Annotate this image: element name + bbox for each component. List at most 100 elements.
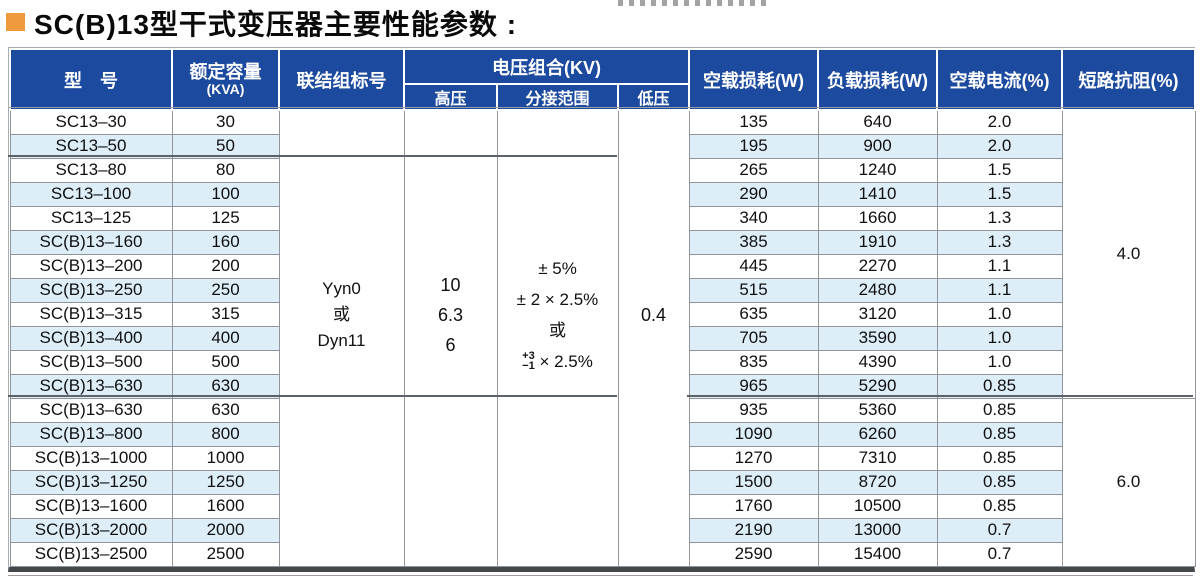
- cell-model: SC(B)13–2500: [9, 541, 173, 567]
- cell-no-load-loss: 195: [688, 133, 819, 159]
- cell-capacity: 125: [171, 205, 280, 231]
- table-row: SC(B)13–2500 2500 2590 15400 0.7: [9, 541, 1195, 567]
- cell-model: SC(B)13–400: [9, 325, 173, 351]
- cutoff-row-line: [8, 575, 1193, 576]
- cell-model: SC(B)13–1600: [9, 493, 173, 519]
- table-row: SC(B)13–1250 1250 1500 8720 0.85: [9, 469, 1195, 495]
- cell-capacity: 200: [171, 253, 280, 279]
- col-header-low-voltage: 低压: [617, 83, 690, 111]
- cell-capacity: 2500: [171, 541, 280, 567]
- cell-no-load-current: 1.3: [936, 205, 1063, 231]
- capacity-label: 额定容量: [189, 62, 262, 82]
- table-row: SC13–125 125 340 1660 1.3: [9, 205, 1195, 231]
- text-line: 6: [445, 335, 456, 356]
- text-line: 10: [440, 275, 461, 296]
- cell-no-load-current: 1.1: [936, 253, 1063, 279]
- page-title: SC(B)13型干式变压器主要性能参数 :: [34, 9, 518, 40]
- table-row: SC13–80 80 265 1240 1.5: [9, 157, 1195, 183]
- table-row: SC(B)13–200 200 445 2270 1.1: [9, 253, 1195, 279]
- cell-capacity: 160: [171, 229, 280, 255]
- cell-model: SC13–100: [9, 181, 173, 207]
- cell-model: SC13–30: [9, 109, 173, 135]
- col-header-capacity: 额定容量 (KVA): [171, 48, 280, 111]
- table-row: SC(B)13–630 630 935 5360 0.85 6.0: [9, 397, 1196, 567]
- cell-high-voltage: 10 6.3 6: [403, 109, 498, 567]
- cell-load-loss: 2270: [817, 253, 938, 279]
- cell-no-load-loss: 1090: [688, 421, 819, 447]
- cell-model: SC13–80: [9, 157, 173, 183]
- text-line: 6.3: [437, 305, 464, 326]
- text-line: Dyn11: [317, 331, 366, 351]
- cell-load-loss: 1410: [817, 181, 938, 207]
- table-row: SC(B)13–1000 1000 1270 7310 0.85: [9, 445, 1195, 471]
- col-header-no-load-loss: 空载损耗(W): [688, 48, 819, 111]
- cell-model: SC(B)13–800: [9, 421, 173, 447]
- cell-no-load-current: 0.7: [936, 541, 1063, 567]
- cell-model: SC(B)13–200: [9, 253, 173, 279]
- cell-capacity: 800: [171, 421, 280, 447]
- cell-no-load-current: 0.85: [936, 421, 1063, 447]
- capacity-unit: (KVA): [206, 81, 245, 97]
- table-row: SC(B)13–2000 2000 2190 13000 0.7: [9, 517, 1195, 543]
- cell-load-loss: 5290: [817, 373, 938, 399]
- cell-capacity: 315: [171, 301, 280, 327]
- col-header-connection-group: 联结组标号: [278, 48, 405, 111]
- cell-capacity: 1600: [171, 493, 280, 519]
- cell-no-load-loss: 265: [688, 157, 819, 183]
- cell-model: SC(B)13–630: [9, 397, 173, 423]
- cell-load-loss: 3120: [817, 301, 938, 327]
- text-line: Yyn0: [322, 279, 361, 299]
- cell-no-load-loss: 135: [688, 109, 819, 135]
- cell-model: SC13–125: [9, 205, 173, 231]
- cell-tap-range: ± 5% ± 2 × 2.5% 或 +3 −1 × 2.5%: [496, 109, 619, 567]
- col-header-high-voltage: 高压: [403, 83, 498, 111]
- parameters-table: 型 号 额定容量 (KVA) 联结组标号 电压组合(KV) 空载损耗(W) 负载…: [8, 47, 1196, 572]
- cell-capacity: 1000: [171, 445, 280, 471]
- cell-no-load-current: 1.0: [936, 301, 1063, 327]
- cell-no-load-current: 0.85: [936, 493, 1063, 519]
- text-line: ± 5%: [538, 259, 577, 279]
- table-row: SC13–30 30 Yyn0 或 Dyn11 10 6.3 6 ± 5% ± …: [9, 109, 1196, 567]
- cell-no-load-current: 1.3: [936, 229, 1063, 255]
- cell-load-loss: 1240: [817, 157, 938, 183]
- header-bottom-line: [8, 107, 1193, 108]
- bullet-square-icon: [6, 13, 25, 31]
- cell-load-loss: 5360: [817, 397, 938, 423]
- title-bar: SC(B)13型干式变压器主要性能参数 :: [0, 0, 1200, 46]
- cell-load-loss: 640: [817, 109, 938, 135]
- table-row: SC(B)13–160 160 385 1910 1.3: [9, 229, 1195, 255]
- text-line: 或: [549, 321, 566, 341]
- cell-no-load-current: 1.0: [936, 325, 1063, 351]
- table-row: SC(B)13–400 400 705 3590 1.0: [9, 325, 1195, 351]
- cell-load-loss: 7310: [817, 445, 938, 471]
- header-row-2: 高压 分接范围 低压: [10, 83, 1195, 111]
- cell-no-load-loss: 2590: [688, 541, 819, 567]
- cell-capacity: 1250: [171, 469, 280, 495]
- col-header-tap-range: 分接范围: [496, 83, 619, 111]
- table-row: SC(B)13–1600 1600 1760 10500 0.85: [9, 493, 1195, 519]
- cropped-text-artifact: [618, 0, 768, 6]
- cell-load-loss: 6260: [817, 421, 938, 447]
- cell-load-loss: 2480: [817, 277, 938, 303]
- cell-model: SC(B)13–1250: [9, 469, 173, 495]
- col-header-load-loss: 负载损耗(W): [817, 48, 938, 111]
- cell-no-load-current: 0.7: [936, 517, 1063, 543]
- cell-no-load-loss: 445: [688, 253, 819, 279]
- col-header-no-load-current: 空载电流(%): [936, 48, 1063, 111]
- cell-model: SC13–50: [9, 133, 173, 159]
- cell-no-load-loss: 935: [688, 397, 819, 423]
- tap-stack-suffix: × 2.5%: [539, 352, 593, 372]
- cell-no-load-loss: 965: [688, 373, 819, 399]
- cell-capacity: 80: [171, 157, 280, 183]
- cell-no-load-current: 0.85: [936, 397, 1063, 423]
- cell-load-loss: 8720: [817, 469, 938, 495]
- cell-no-load-loss: 290: [688, 181, 819, 207]
- table-row: SC(B)13–630 630 965 5290 0.85: [9, 373, 1195, 399]
- cell-load-loss: 900: [817, 133, 938, 159]
- cell-load-loss: 13000: [817, 517, 938, 543]
- table-row: SC(B)13–800 800 1090 6260 0.85: [9, 421, 1195, 447]
- col-header-voltage-combination: 电压组合(KV): [403, 48, 690, 85]
- cell-impedance-4: 4.0: [1061, 109, 1196, 399]
- cell-capacity: 100: [171, 181, 280, 207]
- cell-impedance-6: 6.0: [1061, 397, 1196, 567]
